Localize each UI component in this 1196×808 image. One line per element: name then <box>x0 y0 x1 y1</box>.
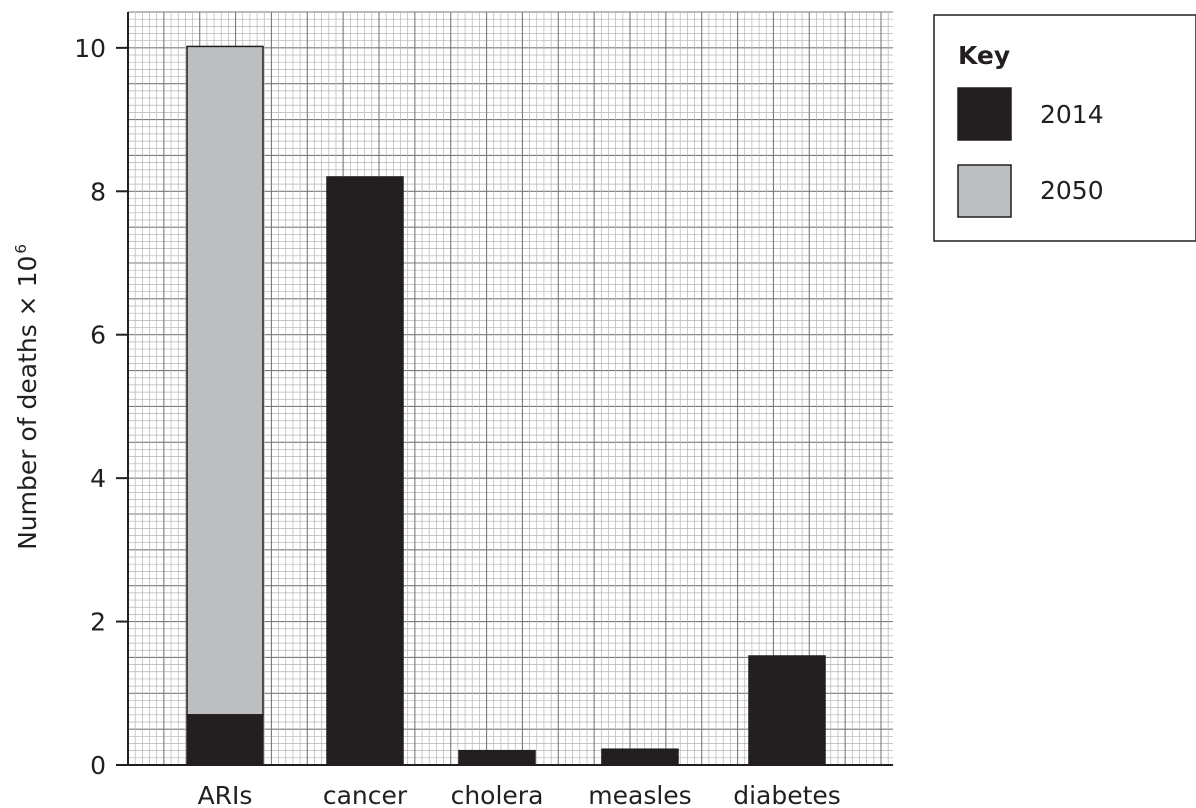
bar-ARIs-2014 <box>186 714 264 766</box>
x-tick-label: ARIs <box>198 781 253 808</box>
bar-cholera-2014 <box>458 749 536 766</box>
y-tick-label: 2 <box>90 608 106 637</box>
y-axis-title: Number of deaths × 106 <box>12 244 42 550</box>
bar-measles-2014 <box>601 748 679 766</box>
legend-label-2014: 2014 <box>1040 100 1104 129</box>
bar-diabetes-2014 <box>748 655 826 766</box>
y-tick-label: 10 <box>74 34 106 63</box>
y-tick-label: 8 <box>90 177 106 206</box>
legend: Key 2014 2050 <box>933 14 1196 242</box>
axes <box>116 12 893 766</box>
x-tick-label: diabetes <box>733 781 841 808</box>
y-tick-label: 0 <box>90 751 106 780</box>
y-tick-label: 6 <box>90 321 106 350</box>
legend-title: Key <box>958 41 1010 70</box>
legend-label-2050: 2050 <box>1040 176 1104 205</box>
legend-swatch-2050 <box>957 164 1012 218</box>
bar-ARIs-2050 <box>186 45 264 716</box>
labels: 0 2 4 6 8 10 ARIs cancer cholera measles diabetes <box>74 34 841 808</box>
bars <box>186 45 826 766</box>
x-tick-label: cholera <box>451 781 544 808</box>
x-tick-label: measles <box>588 781 691 808</box>
y-tick-label: 4 <box>90 464 106 493</box>
legend-swatch-2014 <box>957 87 1012 141</box>
bar-cancer-2014 <box>326 176 404 766</box>
x-tick-label: cancer <box>323 781 408 808</box>
